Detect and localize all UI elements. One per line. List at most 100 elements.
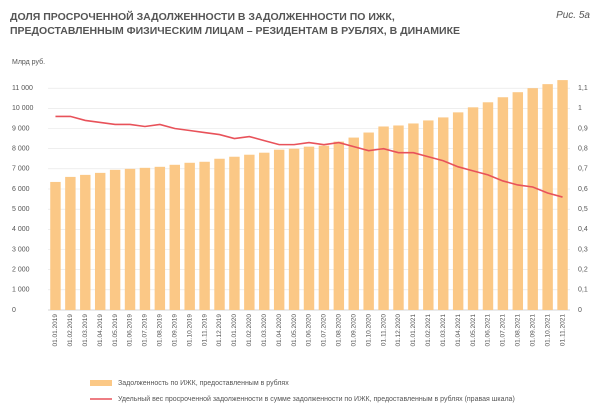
x-tick-label: 01.08.2019 — [157, 314, 164, 347]
y-tick-label: 8 000 — [12, 146, 30, 153]
bar — [423, 120, 434, 310]
bar — [497, 97, 509, 310]
bar — [154, 166, 166, 310]
bar — [378, 126, 389, 310]
bar — [214, 158, 225, 310]
x-tick-label: 01.06.2020 — [306, 314, 313, 347]
legend-label: Задолженность по ИЖК, предоставленным в … — [118, 379, 289, 387]
bar — [512, 92, 524, 310]
x-tick-label: 01.09.2021 — [529, 314, 536, 347]
x-tick-label: 01.11.2021 — [559, 314, 566, 346]
y2-tick-label: 0,9 — [578, 125, 588, 132]
x-tick-label: 01.08.2020 — [336, 314, 343, 347]
y2-tick-label: 0,4 — [578, 226, 588, 233]
x-tick-label: 01.04.2020 — [276, 314, 283, 347]
x-tick-label: 01.10.2020 — [365, 314, 372, 347]
x-tick-label: 01.11.2020 — [380, 314, 387, 346]
y-tick-label: 9 000 — [12, 125, 30, 132]
y2-tick-label: 0,7 — [578, 166, 588, 173]
bar — [333, 141, 345, 310]
y2-tick-label: 0 — [578, 307, 582, 314]
bar — [482, 102, 494, 311]
x-tick-label: 01.06.2019 — [127, 314, 134, 347]
x-tick-label: 01.05.2020 — [291, 314, 298, 347]
y2-tick-label: 0,1 — [578, 287, 588, 294]
bar — [452, 112, 464, 310]
x-tick-label: 01.03.2021 — [440, 314, 447, 347]
y2-tick-label: 0,5 — [578, 206, 588, 213]
bar — [184, 162, 195, 310]
x-tick-label: 01.02.2019 — [67, 314, 74, 347]
bar — [65, 176, 76, 310]
y2-tick-label: 1,1 — [578, 85, 588, 92]
x-tick-label: 01.11.2019 — [201, 314, 208, 346]
y-tick-label: 7 000 — [12, 166, 30, 173]
y2-tick-label: 0,6 — [578, 186, 588, 193]
x-tick-label: 01.03.2020 — [261, 314, 268, 347]
bar — [557, 80, 568, 310]
bar — [169, 164, 180, 310]
bar — [467, 107, 479, 310]
x-tick-label: 01.12.2020 — [395, 314, 402, 347]
y2-tick-label: 0,8 — [578, 146, 588, 153]
y2-tick-label: 0,3 — [578, 246, 588, 253]
bar — [273, 149, 285, 310]
x-tick-label: 01.04.2019 — [97, 314, 104, 347]
bar — [288, 148, 300, 310]
bar — [408, 123, 419, 310]
y-tick-label: 11 000 — [12, 85, 33, 92]
line — [55, 115, 563, 198]
bar — [199, 161, 210, 310]
bar — [438, 117, 449, 311]
bar — [94, 172, 106, 310]
y-axis-label: Млрд руб. — [12, 58, 45, 66]
x-tick-label: 01.03.2019 — [82, 314, 89, 347]
bar — [363, 132, 374, 310]
y-tick-label: 4 000 — [12, 226, 30, 233]
bar — [303, 146, 315, 310]
x-tick-label: 01.09.2020 — [350, 314, 357, 347]
legend-label: Удельный вес просроченной задолженности … — [118, 395, 515, 403]
figure-label: Рис. 5а — [556, 10, 590, 21]
x-tick-label: 01.01.2019 — [52, 314, 59, 347]
y-tick-label: 3 000 — [12, 246, 30, 253]
x-tick-label: 01.08.2021 — [515, 314, 522, 347]
bar — [80, 174, 91, 310]
bar — [527, 88, 538, 311]
y-tick-label: 2 000 — [12, 267, 30, 274]
y-tick-label: 5 000 — [12, 206, 30, 213]
x-tick-label: 01.06.2021 — [485, 314, 492, 347]
bar — [139, 167, 151, 310]
bar — [542, 84, 553, 310]
y-tick-label: 10 000 — [12, 105, 34, 112]
x-tick-label: 01.10.2021 — [544, 314, 551, 347]
bar — [318, 145, 330, 310]
x-tick-label: 01.07.2020 — [321, 314, 328, 347]
x-tick-label: 01.01.2020 — [231, 314, 238, 347]
bar — [259, 152, 270, 310]
y-tick-label: 1 000 — [12, 287, 30, 294]
bar — [50, 181, 61, 310]
x-tick-label: 01.07.2021 — [500, 314, 507, 347]
x-tick-label: 01.02.2020 — [246, 314, 253, 347]
y2-tick-label: 1 — [578, 105, 582, 112]
bar — [124, 168, 136, 310]
bar — [244, 154, 255, 310]
x-tick-label: 01.09.2019 — [171, 314, 178, 347]
y-tick-label: 0 — [12, 307, 16, 314]
legend-swatch — [90, 380, 112, 386]
x-tick-label: 01.02.2021 — [425, 314, 432, 347]
chart-title: ДОЛЯ ПРОСРОЧЕННОЙ ЗАДОЛЖЕННОСТИ В ЗАДОЛЖ… — [10, 11, 460, 37]
bar — [109, 169, 121, 310]
y-tick-label: 6 000 — [12, 186, 30, 193]
x-tick-label: 01.04.2021 — [455, 314, 462, 347]
x-tick-label: 01.12.2019 — [216, 314, 223, 347]
bar — [393, 125, 404, 310]
x-tick-label: 01.07.2019 — [142, 314, 149, 347]
x-tick-label: 01.05.2019 — [112, 314, 119, 347]
x-tick-label: 01.05.2021 — [470, 314, 477, 347]
x-tick-label: 01.10.2019 — [186, 314, 193, 347]
x-tick-label: 01.01.2021 — [410, 314, 417, 347]
